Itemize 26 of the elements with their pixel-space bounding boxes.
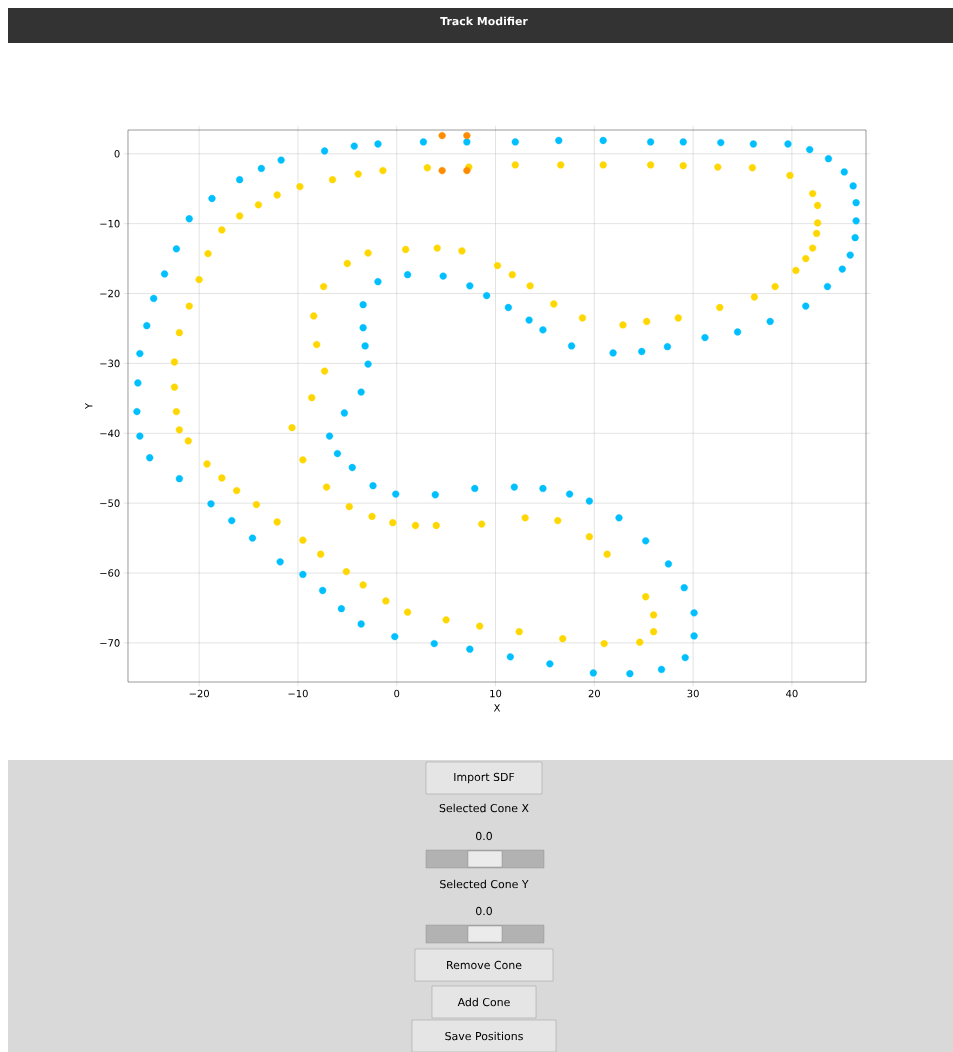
x-tick-label: −10 — [288, 689, 308, 698]
y-tick-label: −50 — [100, 499, 120, 507]
text: Add Cone — [457, 997, 510, 1007]
y-tick-label: −60 — [100, 569, 120, 577]
y-tick-label: −20 — [100, 289, 120, 298]
y-axis-title: Y — [85, 402, 93, 410]
x-axis-title: X — [493, 704, 501, 712]
text: Remove Cone — [447, 960, 522, 970]
x-tick-label: 10 — [490, 689, 502, 698]
x-tick-label: 40 — [786, 689, 798, 698]
y-tick-label: −70 — [100, 639, 120, 647]
x-tick-label: 20 — [588, 689, 600, 698]
text: Selected Cone Y — [440, 879, 529, 889]
text: 0.0 — [476, 906, 492, 916]
x-tick-label: 30 — [687, 689, 699, 698]
text: Import SDF — [454, 772, 515, 784]
y-tick-label: 0 — [114, 150, 120, 158]
x-tick-label: 0 — [394, 689, 400, 698]
x-tick-label: −20 — [189, 689, 209, 698]
text: Save Positions — [445, 1031, 523, 1041]
text: Selected Cone X — [439, 803, 529, 813]
chart-title: Track Modifier — [440, 16, 528, 26]
y-tick-label: −30 — [100, 359, 120, 368]
text: 0.0 — [476, 831, 492, 841]
y-tick-label: −40 — [100, 429, 120, 438]
y-tick-label: −10 — [100, 219, 120, 228]
